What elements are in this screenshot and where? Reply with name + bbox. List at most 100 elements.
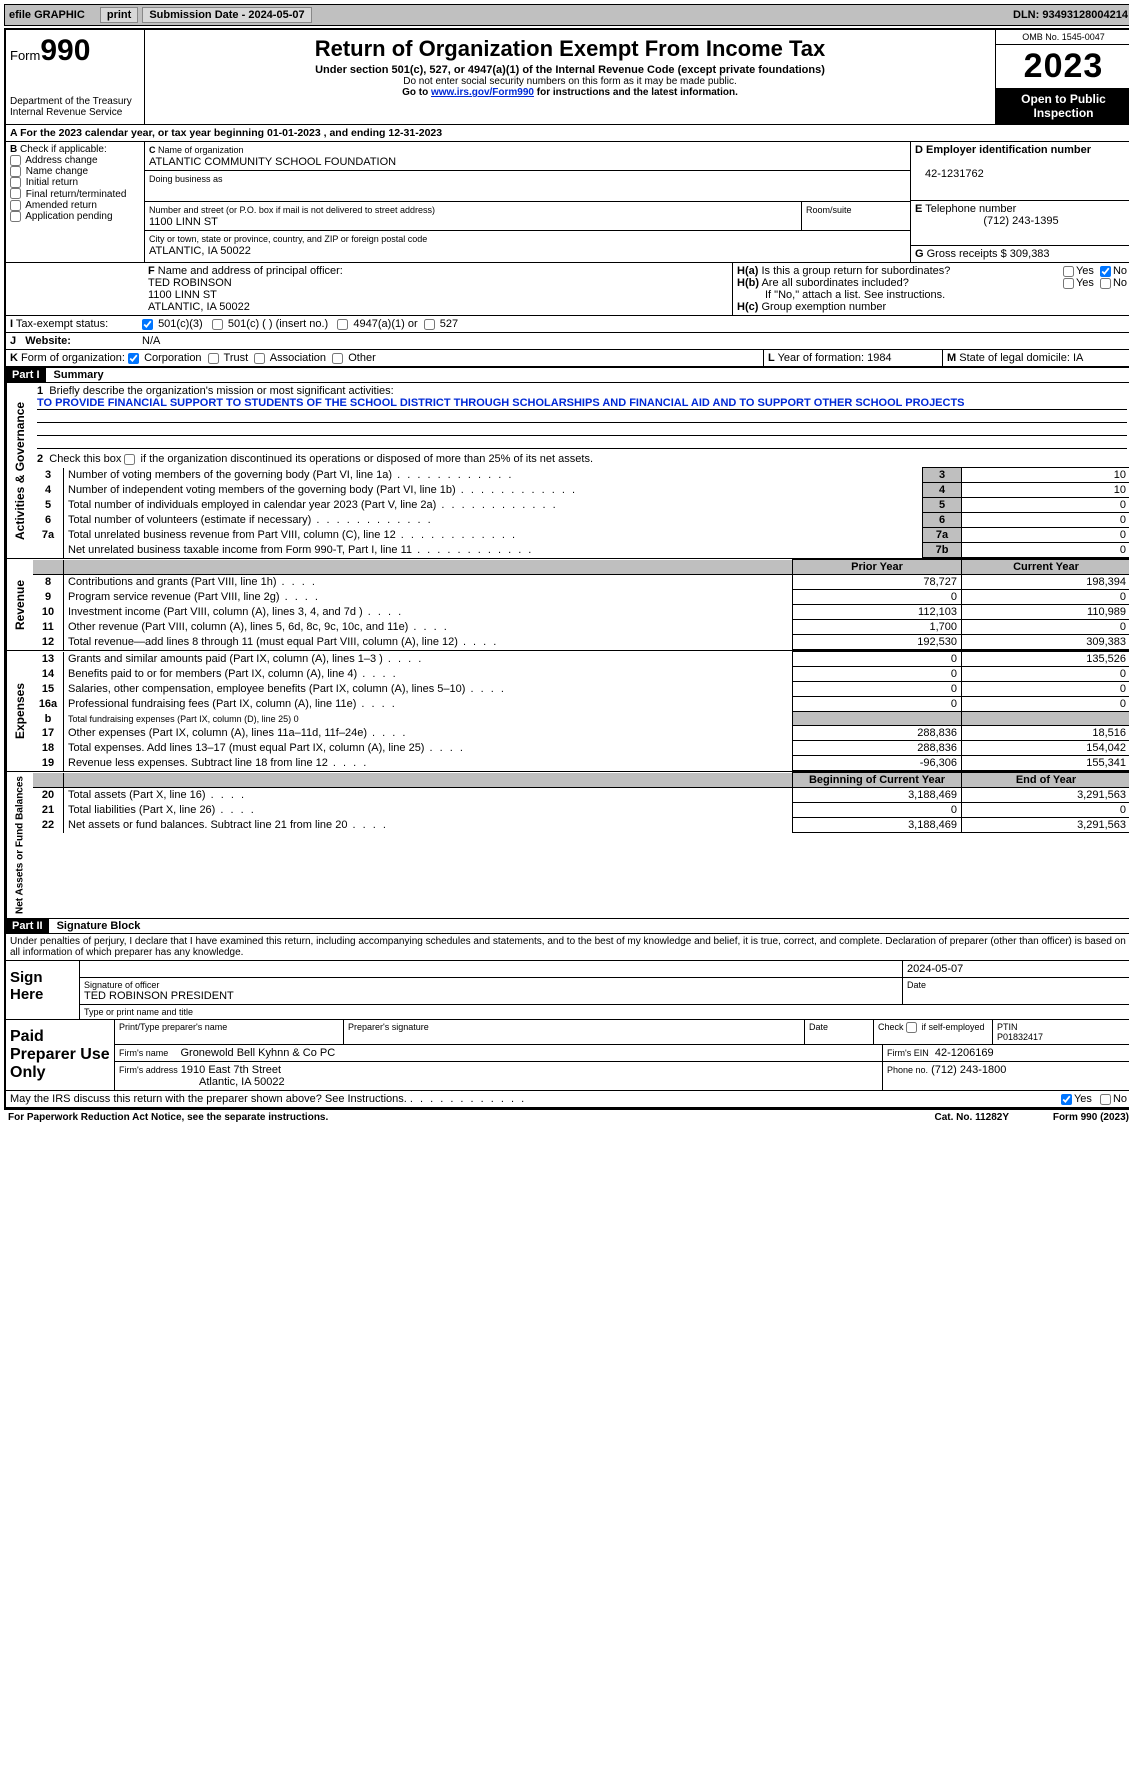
part1-title: Summary	[46, 368, 112, 382]
line-12: 12 Total revenue—add lines 8 through 11 …	[33, 635, 1129, 650]
k-block: K Form of organization: Corporation Trus…	[6, 350, 1129, 367]
submission-date-button[interactable]: Submission Date - 2024-05-07	[142, 7, 311, 23]
paid-preparer-label: Paid Preparer Use Only	[6, 1020, 114, 1090]
print-button[interactable]: print	[100, 7, 138, 23]
ptin-value: P01832417	[997, 1032, 1043, 1042]
discuss-yes[interactable]: Yes	[1061, 1093, 1092, 1105]
line-14: 14 Benefits paid to or for members (Part…	[33, 667, 1129, 682]
firm-phone-label: Phone no.	[887, 1065, 928, 1075]
d-column: D Employer identification number 42-1231…	[910, 142, 1129, 262]
check-corp[interactable]: Corporation	[128, 352, 202, 364]
mission-text: TO PROVIDE FINANCIAL SUPPORT TO STUDENTS…	[37, 397, 1127, 410]
c-name-label: Name of organization	[158, 145, 244, 155]
expenses-sidebar: Expenses	[6, 651, 33, 771]
netassets-sidebar: Net Assets or Fund Balances	[6, 772, 33, 918]
a-mid: , and ending	[321, 127, 389, 139]
omb-number: OMB No. 1545-0047	[996, 30, 1129, 45]
org-name: ATLANTIC COMMUNITY SCHOOL FOUNDATION	[149, 156, 396, 168]
boy-header: Beginning of Current Year	[793, 773, 962, 788]
self-employed-check[interactable]	[906, 1022, 917, 1033]
expenses-table: 13 Grants and similar amounts paid (Part…	[33, 651, 1129, 771]
check-4947[interactable]: 4947(a)(1) or	[337, 318, 417, 330]
hb-no[interactable]: No	[1100, 277, 1127, 289]
form-note2: Go to www.irs.gov/Form990 for instructio…	[149, 87, 991, 98]
line-17: 17 Other expenses (Part IX, column (A), …	[33, 726, 1129, 741]
expenses-section: Expenses 13 Grants and similar amounts p…	[6, 651, 1129, 772]
firm-name-label: Firm's name	[119, 1048, 168, 1058]
line-11: 11 Other revenue (Part VIII, column (A),…	[33, 620, 1129, 635]
k-assoc: Association	[270, 352, 326, 364]
check-address-change[interactable]: Address change	[10, 155, 98, 166]
line-15: 15 Salaries, other compensation, employe…	[33, 682, 1129, 697]
mission-line2	[37, 410, 1127, 423]
check-assoc[interactable]: Association	[254, 352, 326, 364]
sign-here-block: Sign Here 2024-05-07 Signature of office…	[6, 961, 1129, 1020]
j-block: J Website: N/A	[6, 333, 1129, 350]
b1: Name change	[26, 166, 88, 177]
form-number: 990	[40, 34, 90, 67]
firm-ein-label: Firm's EIN	[887, 1048, 929, 1058]
dba-label: Doing business as	[149, 174, 223, 184]
part1-label: Part I	[6, 368, 46, 382]
check-501c3[interactable]: 501(c)(3)	[142, 318, 203, 330]
phone-value: (712) 243-1395	[915, 215, 1127, 227]
b5: Application pending	[25, 211, 112, 222]
open-to-public: Open to Public Inspection	[996, 88, 1129, 124]
entity-block: B Check if applicable: Address change Na…	[6, 142, 1129, 263]
a-pre: For the 2023 calendar year, or tax year …	[20, 127, 267, 139]
discuss-no[interactable]: No	[1100, 1093, 1127, 1105]
dept-label: Department of the Treasury Internal Reve…	[10, 96, 140, 118]
revenue-sidebar: Revenue	[6, 559, 33, 650]
i-c3: 501(c)(3)	[158, 318, 203, 330]
ha-no[interactable]: No	[1100, 265, 1127, 277]
part2-label: Part II	[6, 919, 49, 933]
name-title-label: Type or print name and title	[80, 1005, 1129, 1019]
m-label: State of legal domicile:	[959, 352, 1070, 364]
b4: Amended return	[25, 200, 97, 211]
k-label: Form of organization:	[21, 352, 125, 364]
form-number-block: Form990	[10, 34, 140, 68]
check-trust[interactable]: Trust	[208, 352, 249, 364]
tax-year-begin: 01-01-2023	[267, 127, 321, 139]
city-value: ATLANTIC, IA 50022	[149, 245, 251, 257]
officer-city: ATLANTIC, IA 50022	[148, 301, 250, 313]
discuss-label: May the IRS discuss this return with the…	[10, 1093, 407, 1105]
ein-value: 42-1231762	[925, 168, 984, 180]
f-h-block: F Name and address of principal officer:…	[6, 263, 1129, 316]
form-note1: Do not enter social security numbers on …	[149, 76, 991, 87]
check-other[interactable]: Other	[332, 352, 376, 364]
officer-label: Name and address of principal officer:	[158, 265, 343, 277]
self-employed-cell: Check if self-employed	[874, 1020, 993, 1044]
goto-post: for instructions and the latest informat…	[534, 87, 738, 98]
ha-label: Is this a group return for subordinates?	[761, 265, 950, 277]
gov-line-4: 4 Number of independent voting members o…	[33, 483, 1129, 498]
check-amended-return[interactable]: Amended return	[10, 200, 97, 211]
officer-street: 1100 LINN ST	[148, 289, 217, 301]
city-label: City or town, state or province, country…	[149, 234, 427, 244]
line-20: 20 Total assets (Part X, line 16) 3,188,…	[33, 788, 1129, 803]
line2-text: Check this box if the organization disco…	[49, 453, 593, 465]
officer-sig-name: TED ROBINSON PRESIDENT	[84, 990, 234, 1002]
part2-title: Signature Block	[49, 919, 149, 933]
ha-yes[interactable]: Yes	[1063, 265, 1094, 277]
gov-line-5: 5 Total number of individuals employed i…	[33, 498, 1129, 513]
mission-line4	[37, 436, 1127, 449]
check-name-change[interactable]: Name change	[10, 166, 88, 177]
gross-value: 309,383	[1010, 248, 1050, 260]
website-value: N/A	[138, 333, 164, 349]
tax-year: 2023	[996, 45, 1129, 88]
efile-label: efile GRAPHIC	[9, 9, 85, 21]
k-corp: Corporation	[144, 352, 201, 364]
year-formation: 1984	[867, 352, 891, 364]
line-8: 8 Contributions and grants (Part VIII, l…	[33, 575, 1129, 590]
check-application-pending[interactable]: Application pending	[10, 211, 113, 222]
check-final-return[interactable]: Final return/terminated	[10, 189, 126, 200]
hb-yes[interactable]: Yes	[1063, 277, 1094, 289]
prep-name-label: Print/Type preparer's name	[115, 1020, 344, 1044]
line2-check[interactable]	[124, 454, 135, 465]
governance-sidebar: Activities & Governance	[6, 383, 33, 558]
irs-link[interactable]: www.irs.gov/Form990	[431, 87, 534, 98]
check-527[interactable]: 527	[424, 318, 458, 330]
check-501c[interactable]: 501(c) ( ) (insert no.)	[212, 318, 328, 330]
check-initial-return[interactable]: Initial return	[10, 177, 78, 188]
